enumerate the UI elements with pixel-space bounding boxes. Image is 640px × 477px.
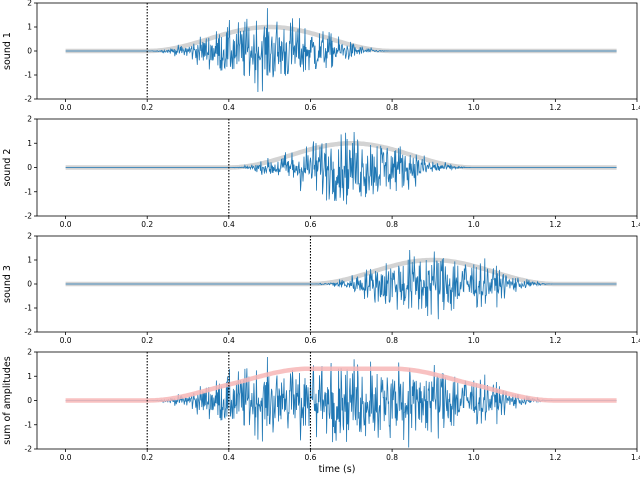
x-tick-label: 1.4 [631, 220, 640, 229]
plot-area [65, 236, 617, 332]
envelope-line [65, 257, 617, 287]
x-tick-label: 1.0 [468, 453, 480, 462]
signal-line [65, 131, 617, 205]
y-tick-label: -1 [25, 187, 33, 196]
y-tick-label: 0 [27, 163, 32, 172]
y-tick-label: -2 [25, 445, 33, 454]
y-tick-label: 2 [27, 0, 32, 8]
x-tick-label: 0.4 [223, 453, 235, 462]
panel-1: -2 -1 0 1 2 0.0 0.2 0.4 0.6 0.8 1.0 1.2 1.4 sound 1 [2, 0, 640, 112]
x-tick-label: 0.8 [386, 453, 398, 462]
y-tick-label: 1 [27, 372, 32, 381]
x-tick-label: 0.8 [386, 220, 398, 229]
x-tick-label: 1.4 [631, 453, 640, 462]
x-axis-label: time (s) [319, 464, 356, 475]
x-tick-label: 0.0 [60, 336, 72, 345]
x-tick-label: 0.0 [60, 220, 72, 229]
y-tick-label: -1 [25, 420, 33, 429]
plot-area [65, 352, 617, 449]
plot-area [65, 3, 617, 99]
x-tick-label: 1.2 [549, 336, 561, 345]
x-tick-label: 0.2 [141, 220, 153, 229]
envelope-line [65, 366, 617, 403]
x-tick-label: 1.0 [468, 103, 480, 112]
x-tick-label: 0.4 [223, 220, 235, 229]
x-tick-label: 0.8 [386, 103, 398, 112]
plot-area [65, 119, 617, 216]
x-tick-label: 0.6 [305, 336, 317, 345]
y-tick-label: -2 [25, 212, 33, 221]
x-tick-label: 1.4 [631, 336, 640, 345]
panel-3: -2 -1 0 1 2 0.0 0.2 0.4 0.6 0.8 1.0 1.2 1.4 sound 3 [2, 232, 640, 345]
x-tick-label: 1.2 [549, 103, 561, 112]
y-tick-label: 1 [27, 256, 32, 265]
y-axis-label: sound 2 [2, 149, 13, 187]
y-tick-label: 2 [27, 232, 32, 241]
signal-line [65, 8, 617, 92]
x-tick-label: 0.2 [141, 453, 153, 462]
y-tick-label: -1 [25, 71, 33, 80]
signal-line [65, 249, 617, 320]
x-tick-label: 0.2 [141, 336, 153, 345]
x-tick-label: 1.2 [549, 453, 561, 462]
panel-4: -2 -1 0 1 2 0.0 0.2 0.4 0.6 0.8 1.0 1.2 1.4 sum of am… [2, 348, 640, 462]
x-tick-label: 0.6 [305, 220, 317, 229]
y-tick-label: 2 [27, 348, 32, 357]
x-tick-label: 0.0 [60, 453, 72, 462]
x-tick-label: 0.8 [386, 336, 398, 345]
y-axis-label: sum of amplitudes [2, 356, 13, 444]
y-tick-label: 2 [27, 115, 32, 124]
y-axis-label: sound 3 [2, 265, 13, 303]
y-tick-label: 1 [27, 139, 32, 148]
y-tick-label: -1 [25, 304, 33, 313]
x-tick-label: 1.0 [468, 336, 480, 345]
x-tick-label: 1.0 [468, 220, 480, 229]
x-tick-label: 1.4 [631, 103, 640, 112]
x-tick-label: 0.6 [305, 453, 317, 462]
y-axis-label: sound 1 [2, 32, 13, 70]
x-tick-label: 0.6 [305, 103, 317, 112]
y-tick-label: 0 [27, 396, 32, 405]
y-tick-label: 0 [27, 280, 32, 289]
x-tick-label: 0.4 [223, 336, 235, 345]
y-tick-label: 0 [27, 47, 32, 56]
panel-2: -2 -1 0 1 2 0.0 0.2 0.4 0.6 0.8 1.0 1.2 1.4 sound 2 [2, 115, 640, 229]
x-tick-label: 0.4 [223, 103, 235, 112]
x-tick-label: 1.2 [549, 220, 561, 229]
x-tick-label: 0.0 [60, 103, 72, 112]
y-tick-label: 1 [27, 23, 32, 32]
x-tick-label: 0.2 [141, 103, 153, 112]
y-tick-label: -2 [25, 95, 33, 104]
y-tick-label: -2 [25, 328, 33, 337]
